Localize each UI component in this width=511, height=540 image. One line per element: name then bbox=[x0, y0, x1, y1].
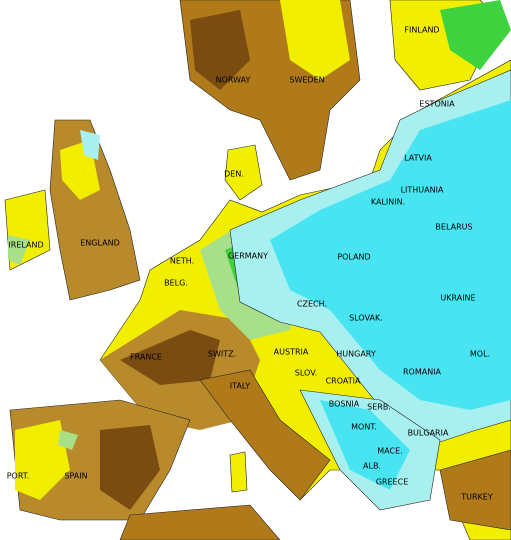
land bbox=[4, 0, 511, 540]
country-label: POLAND bbox=[337, 253, 370, 262]
country-label: BELARUS bbox=[435, 223, 472, 232]
country-label: KALININ. bbox=[371, 198, 405, 207]
country-label: HUNGARY bbox=[336, 350, 376, 359]
country-label: SERB. bbox=[367, 403, 391, 412]
country-label: FRANCE bbox=[130, 353, 162, 362]
country-label: SWEDEN bbox=[289, 76, 324, 85]
country-label: ITALY bbox=[230, 382, 250, 391]
country-label: SLOVAK. bbox=[349, 314, 383, 323]
country-label: UKRAINE bbox=[440, 294, 475, 303]
country-label: SPAIN bbox=[64, 472, 87, 481]
country-label: ESTONIA bbox=[419, 100, 455, 109]
country-label: BULGARIA bbox=[408, 429, 449, 438]
country-label: BELG. bbox=[164, 279, 188, 288]
country-label: LITHUANIA bbox=[401, 186, 444, 195]
country-label: FINLAND bbox=[404, 26, 439, 35]
country-label: MOL. bbox=[470, 350, 490, 359]
country-label: NORWAY bbox=[216, 76, 251, 85]
country-label: NETH. bbox=[170, 257, 194, 266]
country-label: TURKEY bbox=[460, 493, 493, 502]
country-label: ENGLAND bbox=[80, 239, 120, 248]
country-label: DEN. bbox=[224, 170, 244, 179]
country-label: ROMANIA bbox=[403, 368, 442, 377]
country-labels: FINLAND NORWAY SWEDEN ESTONIA LATVIA LIT… bbox=[7, 26, 493, 502]
country-label: CZECH. bbox=[297, 300, 327, 309]
country-label: CROATIA bbox=[326, 377, 361, 386]
country-label: PORT. bbox=[7, 472, 30, 481]
country-label: SWITZ. bbox=[208, 350, 236, 359]
country-label: GERMANY bbox=[228, 252, 268, 261]
country-label: IRELAND bbox=[8, 241, 43, 250]
country-label: MONT. bbox=[351, 423, 377, 432]
country-label: MACE. bbox=[377, 447, 402, 456]
country-label: BOSNIA bbox=[329, 400, 360, 409]
country-label: ALB. bbox=[363, 462, 381, 471]
country-label: SLOV. bbox=[295, 369, 317, 378]
country-label: LATVIA bbox=[404, 154, 432, 163]
country-label: GREECE bbox=[376, 478, 409, 487]
country-label: AUSTRIA bbox=[274, 348, 309, 357]
